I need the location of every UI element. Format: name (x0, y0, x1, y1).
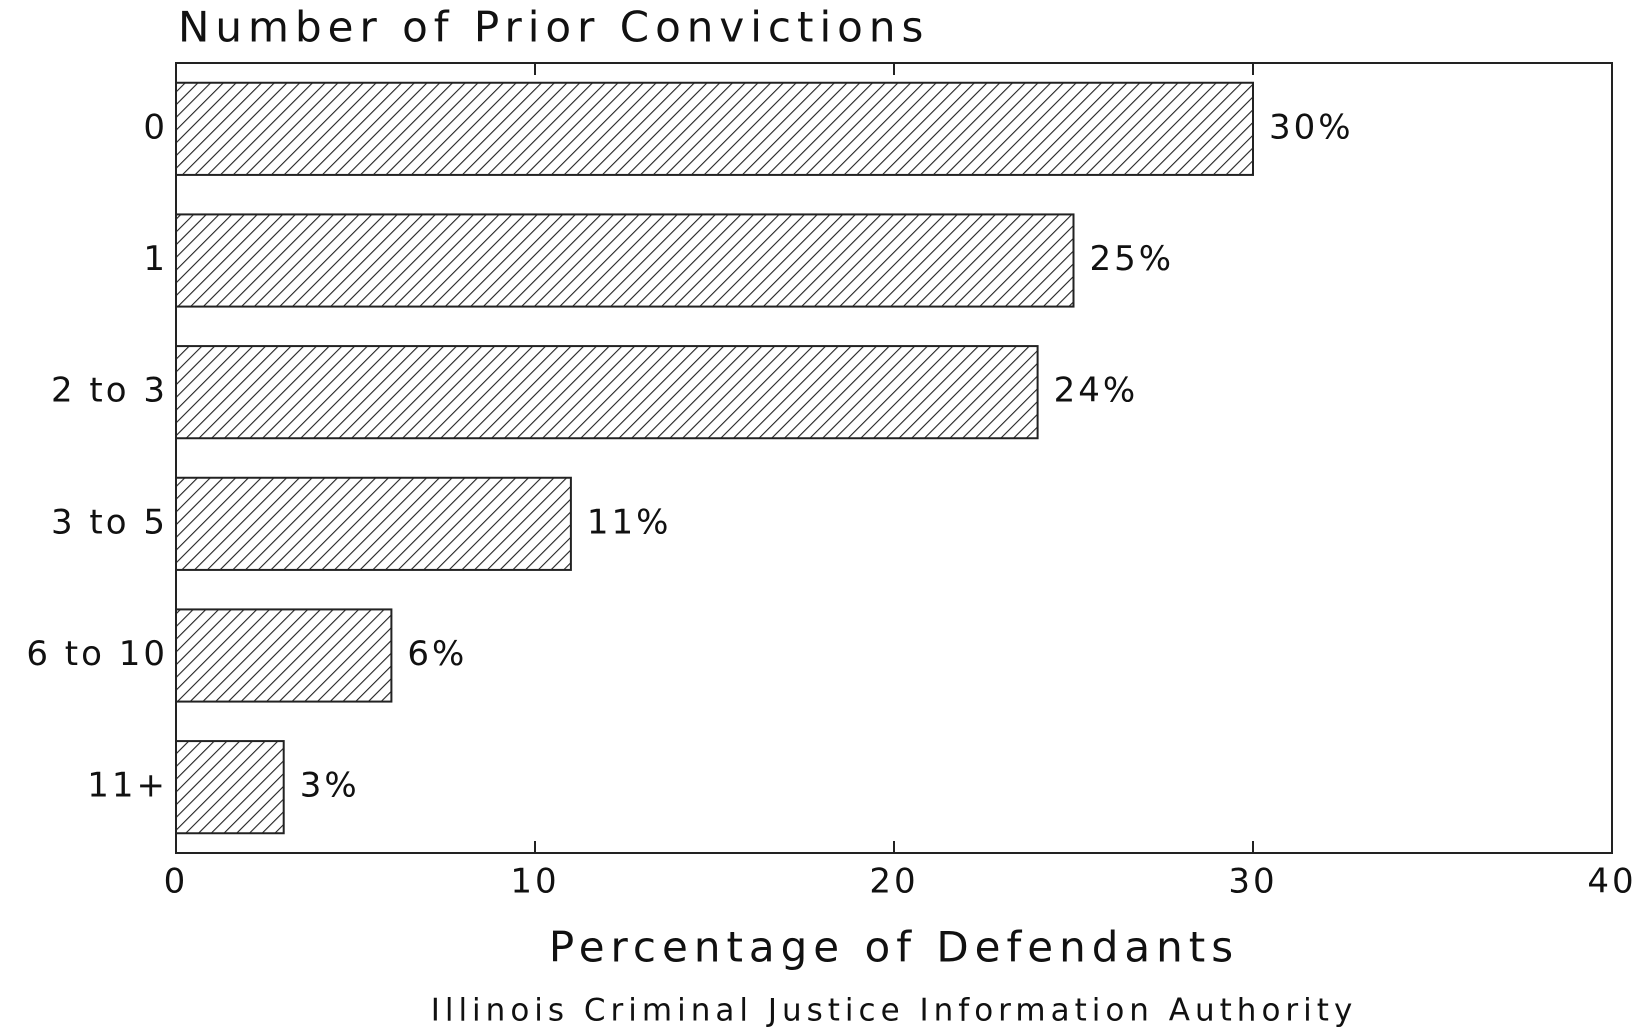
value-label: 24% (1054, 371, 1139, 411)
chart-title: Number of Prior Convictions (178, 3, 929, 52)
plot-frame (175, 62, 1613, 854)
y-tick-label: 3 to 5 (51, 502, 168, 542)
y-tick-label: 1 (143, 239, 168, 279)
y-tick-label: 2 to 3 (51, 371, 168, 411)
bar (175, 608, 393, 703)
bar (175, 476, 572, 571)
value-label: 25% (1090, 239, 1175, 279)
x-tick-label: 10 (510, 862, 559, 902)
bar (175, 81, 1254, 176)
y-tick-label: 0 (143, 107, 168, 147)
source: Illinois Criminal Justice Information Au… (431, 993, 1358, 1029)
value-label: 6% (407, 634, 467, 674)
value-label: 30% (1269, 107, 1354, 147)
x-axis-label: Percentage of Defendants (549, 923, 1239, 972)
y-tick-label: 6 to 10 (26, 634, 168, 674)
x-tick-label: 20 (869, 862, 918, 902)
value-label: 11% (587, 502, 672, 542)
x-tick-label: 40 (1587, 862, 1636, 902)
bar (175, 345, 1039, 440)
value-label: 3% (300, 766, 360, 806)
bar (175, 213, 1075, 308)
x-tick-label: 0 (164, 862, 189, 902)
y-tick-label: 11+ (87, 766, 168, 806)
bar (175, 740, 285, 835)
x-tick-label: 30 (1228, 862, 1277, 902)
